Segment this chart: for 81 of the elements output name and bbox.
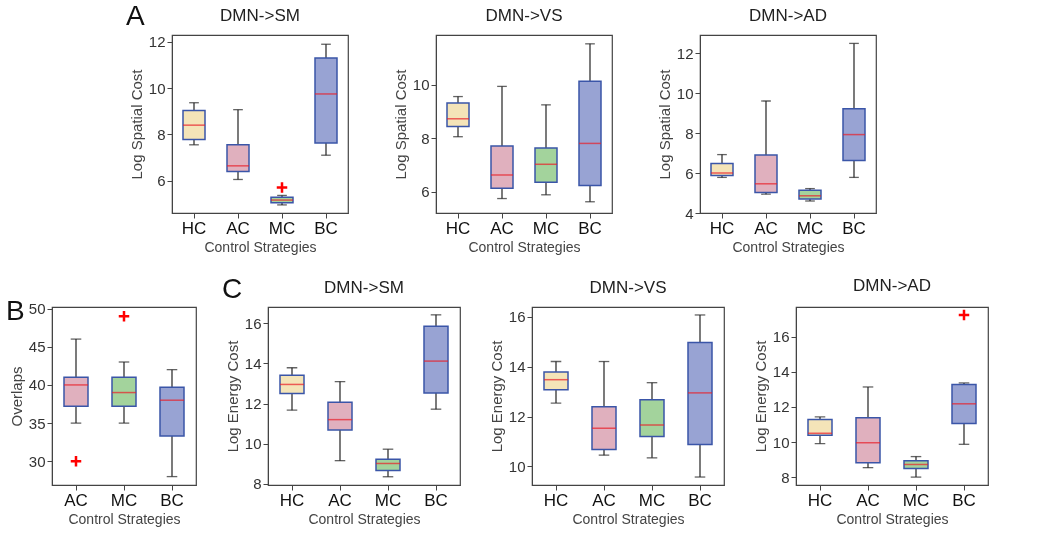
x-axis-title: Control Strategies (572, 510, 685, 527)
y-tick-label: 10 (676, 84, 694, 102)
text: B (6, 295, 25, 326)
chart-title: DMN->AD (749, 6, 827, 25)
y-tick-label: 10 (412, 76, 430, 94)
x-tick-label: HC (807, 490, 833, 510)
y-axis-title: Log Spatial Cost (655, 68, 673, 180)
x-tick-label: BC (160, 490, 184, 510)
x-tick-label: HC (543, 490, 569, 510)
y-tick-label: 4 (685, 204, 694, 222)
x-tick-label: BC (952, 490, 976, 510)
x-tick-label: MC (374, 490, 402, 510)
y-tick-label: 40 (28, 376, 46, 394)
y-tick-label: 8 (781, 468, 790, 486)
x-tick-label: AC (592, 490, 616, 510)
y-tick-label: 8 (421, 129, 430, 147)
x-tick-label: AC (856, 490, 880, 510)
x-axis-title: Control Strategies (308, 510, 421, 527)
chart-title: DMN->SM (324, 278, 404, 297)
x-tick-label: BC (578, 218, 602, 238)
y-tick-label: 10 (148, 79, 166, 97)
y-tick-label: 12 (244, 395, 262, 413)
y-tick-label: 12 (772, 398, 790, 416)
x-tick-label: MC (902, 490, 930, 510)
x-tick-label: HC (709, 218, 735, 238)
x-tick-label: MC (638, 490, 666, 510)
x-tick-label: BC (314, 218, 338, 238)
x-tick-label: BC (842, 218, 866, 238)
x-axis-title: Control Strategies (68, 510, 181, 527)
y-tick-label: 10 (508, 457, 526, 475)
chart-title: DMN->AD (853, 275, 931, 295)
x-axis-title: Control Strategies (468, 238, 581, 255)
x-axis-title: Control Strategies (836, 510, 949, 527)
y-tick-label: 50 (28, 300, 46, 318)
x-tick-label: AC (226, 218, 250, 238)
x-tick-label: HC (279, 490, 305, 510)
y-axis-title: Log Energy Cost (223, 339, 241, 453)
y-axis-title: Overlaps (7, 366, 25, 427)
y-tick-label: 12 (676, 44, 694, 62)
x-tick-label: MC (532, 218, 560, 238)
y-tick-label: 45 (28, 338, 46, 356)
x-tick-label: AC (754, 218, 778, 238)
y-tick-label: 8 (253, 475, 262, 493)
y-tick-label: 8 (157, 125, 166, 143)
y-tick-label: 6 (685, 164, 694, 182)
y-tick-label: 16 (244, 314, 262, 332)
y-axis-title: Log Spatial Cost (127, 68, 145, 180)
x-tick-label: MC (110, 490, 138, 510)
x-tick-label: BC (688, 490, 712, 510)
text: C (222, 273, 243, 304)
y-axis-title: Log Energy Cost (751, 339, 769, 453)
y-tick-label: 14 (244, 354, 262, 372)
y-tick-label: 8 (685, 124, 694, 142)
chart-title: DMN->VS (589, 278, 667, 297)
y-tick-label: 14 (508, 358, 526, 376)
y-tick-label: 16 (772, 328, 790, 346)
y-tick-label: 16 (508, 308, 526, 326)
x-tick-label: MC (268, 218, 296, 238)
chart-title: DMN->SM (220, 5, 300, 25)
x-tick-label: MC (796, 218, 824, 238)
y-tick-label: 35 (28, 414, 46, 432)
text: A (126, 0, 145, 31)
y-tick-label: 12 (148, 33, 166, 51)
x-tick-label: HC (445, 218, 471, 238)
x-tick-label: AC (328, 490, 352, 510)
chart-title: DMN->VS (485, 6, 563, 25)
x-tick-label: HC (181, 218, 207, 238)
x-tick-label: BC (424, 490, 448, 510)
y-tick-label: 30 (28, 452, 46, 470)
y-tick-label: 6 (421, 183, 430, 201)
y-tick-label: 6 (157, 172, 166, 190)
x-axis-title: Control Strategies (204, 238, 317, 255)
x-axis-title: Control Strategies (732, 238, 845, 255)
y-axis-title: Log Energy Cost (487, 339, 505, 453)
y-axis-title: Log Spatial Cost (391, 68, 409, 180)
y-tick-label: 10 (772, 433, 790, 451)
y-tick-label: 10 (244, 435, 262, 453)
x-tick-label: AC (490, 218, 514, 238)
y-tick-label: 14 (772, 363, 790, 381)
x-tick-label: AC (64, 490, 88, 510)
y-tick-label: 12 (508, 408, 526, 426)
